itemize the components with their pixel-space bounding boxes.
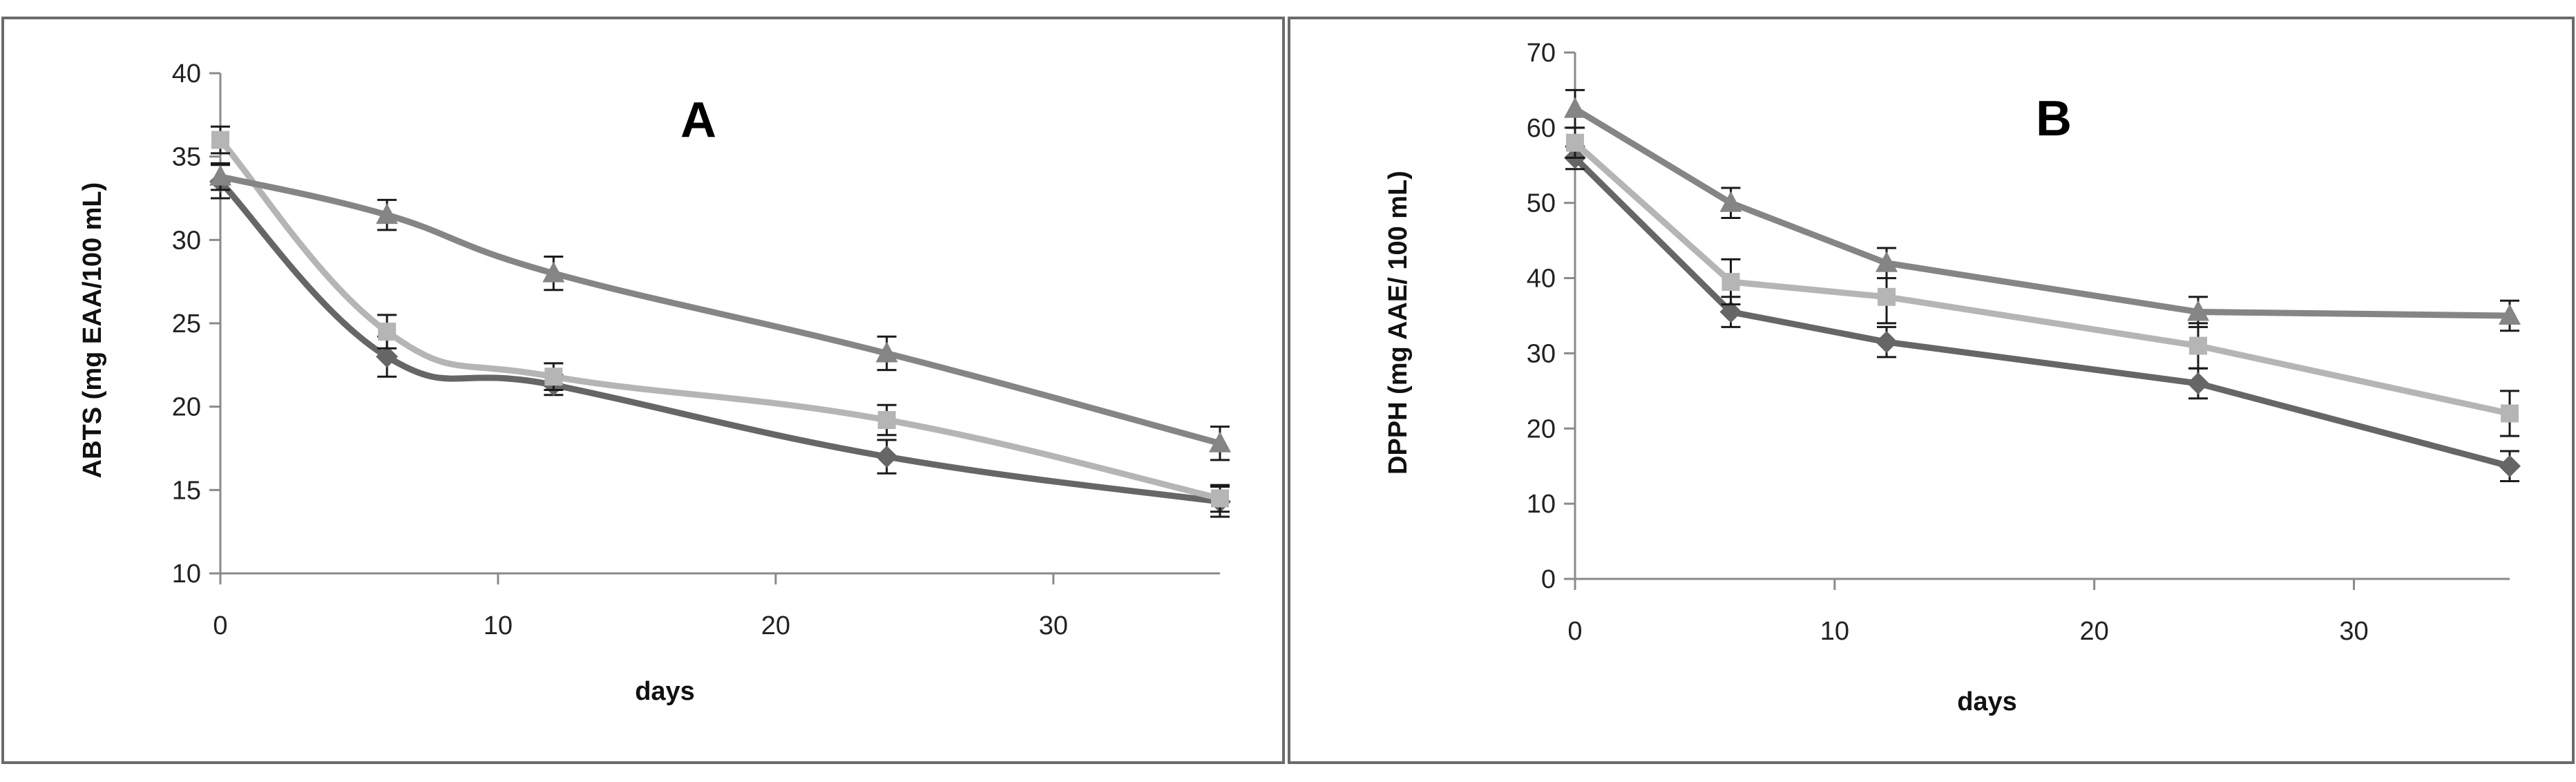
chart-a-square-marker xyxy=(544,368,563,386)
chart-a-triangle-marker xyxy=(209,164,231,186)
chart-a-y-tick-label: 40 xyxy=(172,59,201,88)
chart-a-y-tick-label: 35 xyxy=(172,143,201,172)
chart-a-y-tick-label: 10 xyxy=(172,560,201,589)
chart-b-svg: 0 10 20 30 40 50 60 70 0 10 20 30 days DPPH (mg AAE/ … xyxy=(1384,39,2521,716)
chart-a-square-marker xyxy=(211,131,229,149)
chart-a-x-tick-label: 0 xyxy=(213,611,227,640)
chart-a-x-tick-label: 30 xyxy=(1039,611,1068,640)
chart-b-x-tick-label: 20 xyxy=(2080,617,2109,646)
chart-b-triangle-marker xyxy=(2187,300,2209,321)
chart-a-x-tick-label: 20 xyxy=(761,611,790,640)
chart-a-triangle-marker xyxy=(376,203,399,225)
chart-a-triangle-marker xyxy=(875,341,898,363)
chart-a-triangle-marker xyxy=(542,261,565,283)
chart-b-square-marker xyxy=(2501,404,2519,423)
chart-a-y-tick-label: 20 xyxy=(172,393,201,422)
chart-b-square-marker xyxy=(1566,133,1584,152)
chart-b-square-marker xyxy=(1878,287,1896,306)
chart-a-panel-letter: A xyxy=(680,93,716,148)
chart-a-svg: 10 15 20 25 30 35 40 0 10 20 30 days ABTS (mg EAA/10… xyxy=(78,59,1231,706)
chart-b-y-tick-label: 20 xyxy=(1527,414,1556,444)
chart-a-y-tick-label: 25 xyxy=(172,309,201,338)
chart-b-y-tick-label: 70 xyxy=(1527,39,1556,68)
chart-b-square-marker xyxy=(1721,273,1740,292)
chart-a-triangle-marker xyxy=(1209,431,1231,452)
chart-b-triangle-marker xyxy=(1719,191,1742,212)
chart-b-series-square-line xyxy=(1572,140,2513,417)
chart-a-y-tick-label: 15 xyxy=(172,476,201,505)
chart-b-y-tick-label: 40 xyxy=(1527,265,1556,294)
chart-b-diamond-marker xyxy=(1876,331,1898,354)
chart-b-triangle-marker xyxy=(2499,304,2521,325)
chart-b-x-axis-title: days xyxy=(1957,687,2017,716)
chart-a-x-tick-label: 10 xyxy=(484,611,513,640)
chart-a-square-marker xyxy=(378,323,397,341)
chart-b-diamond-marker xyxy=(2187,372,2209,394)
chart-a-diamond-marker xyxy=(875,446,898,468)
chart-b-y-tick-label: 50 xyxy=(1527,189,1556,218)
chart-a-square-marker xyxy=(1211,489,1229,508)
chart-b-triangle-marker xyxy=(1564,97,1586,118)
chart-a-square-marker xyxy=(877,410,896,429)
chart-b-x-tick-label: 10 xyxy=(1820,617,1849,646)
chart-a-x-axis-title: days xyxy=(635,677,695,706)
chart-b-y-axis-title: DPPH (mg AAE/ 100 mL) xyxy=(1384,171,1413,475)
chart-b-y-tick-label: 10 xyxy=(1527,490,1556,519)
chart-b-x-tick-label: 30 xyxy=(2339,617,2368,646)
chart-b-y-tick-label: 30 xyxy=(1527,339,1556,368)
chart-b-triangle-marker xyxy=(1876,251,1898,272)
chart-b-y-tick-label: 0 xyxy=(1541,565,1556,594)
chart-b-diamond-marker xyxy=(2499,455,2521,477)
chart-b-diamond-marker xyxy=(1719,301,1742,323)
chart-panel-a: 10 15 20 25 30 35 40 0 10 20 30 days ABTS (mg EAA/10… xyxy=(1,17,1285,764)
chart-b-square-marker xyxy=(2189,336,2207,355)
chart-a-series-square-line xyxy=(217,137,1223,502)
chart-a-y-axis-title: ABTS (mg EAA/100 mL) xyxy=(78,182,107,479)
chart-b-x-tick-label: 0 xyxy=(1567,617,1582,646)
chart-b-y-tick-label: 60 xyxy=(1527,114,1556,143)
chart-a-series-triangle-line xyxy=(217,173,1223,447)
chart-a-series-diamond-line xyxy=(217,178,1223,505)
chart-panel-b: 0 10 20 30 40 50 60 70 0 10 20 30 days DPPH (mg AAE/ … xyxy=(1288,17,2575,764)
chart-a-y-tick-label: 30 xyxy=(172,226,201,255)
chart-b-panel-letter: B xyxy=(2036,91,2072,146)
chart-a-diamond-marker xyxy=(376,345,399,368)
